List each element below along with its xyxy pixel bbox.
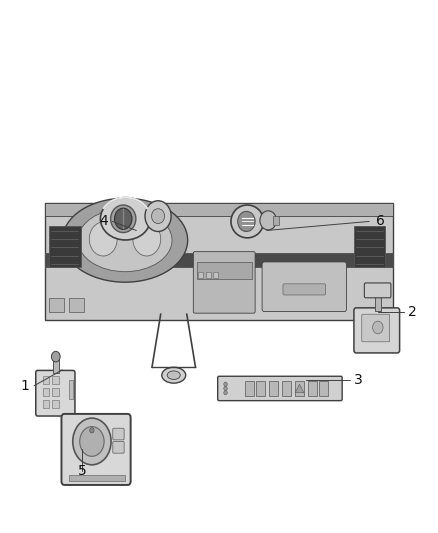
Bar <box>273 216 279 224</box>
Bar <box>43 388 49 396</box>
Ellipse shape <box>152 209 165 223</box>
Circle shape <box>224 391 227 395</box>
FancyBboxPatch shape <box>193 252 255 313</box>
Circle shape <box>115 208 132 229</box>
Circle shape <box>224 382 227 386</box>
FancyBboxPatch shape <box>362 314 390 342</box>
Circle shape <box>90 427 94 433</box>
Bar <box>69 298 84 312</box>
Ellipse shape <box>111 205 136 232</box>
Ellipse shape <box>100 198 150 240</box>
Bar <box>69 381 73 399</box>
Bar <box>43 400 49 408</box>
Bar <box>52 400 59 408</box>
Polygon shape <box>295 384 304 393</box>
Text: 4: 4 <box>99 214 108 229</box>
Bar <box>52 376 59 384</box>
Circle shape <box>224 386 227 391</box>
Bar <box>197 262 252 279</box>
Bar <box>256 381 265 396</box>
FancyBboxPatch shape <box>36 370 75 416</box>
Bar <box>53 358 59 373</box>
Bar <box>375 295 381 311</box>
FancyBboxPatch shape <box>354 308 399 353</box>
Circle shape <box>80 426 104 456</box>
Ellipse shape <box>238 212 255 231</box>
Bar <box>43 376 49 384</box>
Circle shape <box>89 222 117 256</box>
Bar <box>45 253 393 267</box>
FancyBboxPatch shape <box>113 428 124 440</box>
Bar <box>269 381 278 396</box>
FancyBboxPatch shape <box>218 376 342 401</box>
Ellipse shape <box>162 367 186 383</box>
Bar <box>295 381 304 396</box>
Ellipse shape <box>167 371 180 379</box>
Circle shape <box>51 351 60 362</box>
Text: 2: 2 <box>408 304 417 319</box>
Text: 1: 1 <box>21 379 30 393</box>
Text: 3: 3 <box>354 374 363 387</box>
Ellipse shape <box>62 198 187 282</box>
Bar <box>354 226 385 267</box>
Circle shape <box>133 222 161 256</box>
Ellipse shape <box>260 211 276 230</box>
FancyBboxPatch shape <box>45 203 393 216</box>
Bar <box>319 381 328 396</box>
Polygon shape <box>45 203 393 319</box>
Ellipse shape <box>78 209 172 272</box>
Circle shape <box>373 321 383 334</box>
Bar <box>308 381 317 396</box>
Bar <box>245 381 254 396</box>
FancyBboxPatch shape <box>283 284 325 295</box>
Circle shape <box>73 418 111 465</box>
FancyBboxPatch shape <box>262 262 346 312</box>
FancyBboxPatch shape <box>113 441 124 453</box>
FancyBboxPatch shape <box>364 283 391 298</box>
Bar <box>49 298 64 312</box>
Bar <box>205 272 211 278</box>
FancyBboxPatch shape <box>61 414 131 485</box>
Bar <box>49 226 81 267</box>
Text: 5: 5 <box>78 464 86 478</box>
Ellipse shape <box>145 201 171 231</box>
Bar <box>52 388 59 396</box>
Ellipse shape <box>231 205 264 238</box>
Text: 6: 6 <box>376 214 385 229</box>
Bar <box>198 272 203 278</box>
Bar <box>282 381 291 396</box>
Bar <box>69 475 125 481</box>
Bar <box>213 272 218 278</box>
